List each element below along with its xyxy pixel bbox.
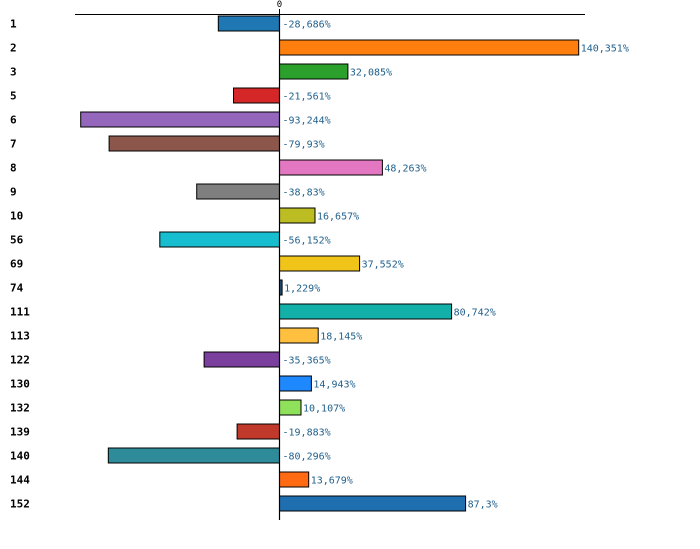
value-label-1: -28,686%: [283, 20, 331, 31]
category-label-152: 152: [10, 498, 30, 511]
bar-5: [233, 87, 280, 104]
value-label-132: 10,107%: [303, 404, 345, 415]
bar-111: [279, 303, 453, 320]
value-label-56: -56,152%: [283, 236, 331, 247]
bar-132: [279, 399, 302, 416]
value-label-144: 13,679%: [311, 476, 353, 487]
value-label-111: 80,742%: [454, 308, 496, 319]
value-label-3: 32,085%: [350, 68, 392, 79]
bar-1: [217, 15, 281, 32]
bar-139: [236, 423, 281, 440]
bar-8: [279, 159, 383, 176]
category-label-9: 9: [10, 186, 17, 199]
bar-7: [108, 135, 280, 152]
value-label-2: 140,351%: [581, 44, 629, 55]
category-label-140: 140: [10, 450, 30, 463]
value-label-113: 18,145%: [320, 332, 362, 343]
bar-122: [203, 351, 281, 368]
category-label-56: 56: [10, 234, 24, 247]
bar-140: [107, 447, 280, 464]
bar-9: [196, 183, 280, 200]
bar-10: [279, 207, 316, 224]
bar-2: [279, 39, 580, 56]
category-label-2: 2: [10, 42, 17, 55]
category-label-111: 111: [10, 306, 30, 319]
bar-113: [279, 327, 319, 344]
value-label-74: 1,229%: [284, 284, 320, 295]
value-label-140: -80,296%: [283, 452, 331, 463]
category-label-3: 3: [10, 66, 17, 79]
value-label-122: -35,365%: [283, 356, 331, 367]
category-label-8: 8: [10, 162, 17, 175]
category-label-69: 69: [10, 258, 23, 271]
zero-tick-label: 0: [277, 0, 282, 10]
category-label-132: 132: [10, 402, 30, 415]
value-label-139: -19,883%: [283, 428, 331, 439]
bar-144: [279, 471, 310, 488]
value-label-130: 14,943%: [313, 380, 355, 391]
bar-56: [159, 231, 280, 248]
value-label-8: 48,263%: [384, 164, 426, 175]
bar-69: [279, 255, 361, 272]
category-label-10: 10: [10, 210, 23, 223]
category-label-113: 113: [10, 330, 30, 343]
bar-152: [279, 495, 467, 512]
bar-130: [279, 375, 312, 392]
category-label-74: 74: [10, 282, 24, 295]
category-label-139: 139: [10, 426, 30, 439]
category-label-122: 122: [10, 354, 30, 367]
category-label-7: 7: [10, 138, 17, 151]
value-label-152: 87,3%: [468, 500, 498, 511]
value-label-9: -38,83%: [283, 188, 325, 199]
category-label-1: 1: [10, 18, 17, 31]
value-label-7: -79,93%: [283, 140, 325, 151]
bar-3: [279, 63, 349, 80]
value-label-10: 16,657%: [317, 212, 359, 223]
bar-6: [80, 111, 280, 128]
bars-group: 1 -28,686% 2 140,351% 3 32,085% 5 -21,561% 6 -93,…: [10, 15, 629, 512]
category-label-5: 5: [10, 90, 17, 103]
value-label-69: 37,552%: [362, 260, 404, 271]
value-label-6: -93,244%: [283, 116, 331, 127]
category-label-144: 144: [10, 474, 30, 487]
category-label-130: 130: [10, 378, 30, 391]
value-label-5: -21,561%: [283, 92, 331, 103]
category-label-6: 6: [10, 114, 17, 127]
